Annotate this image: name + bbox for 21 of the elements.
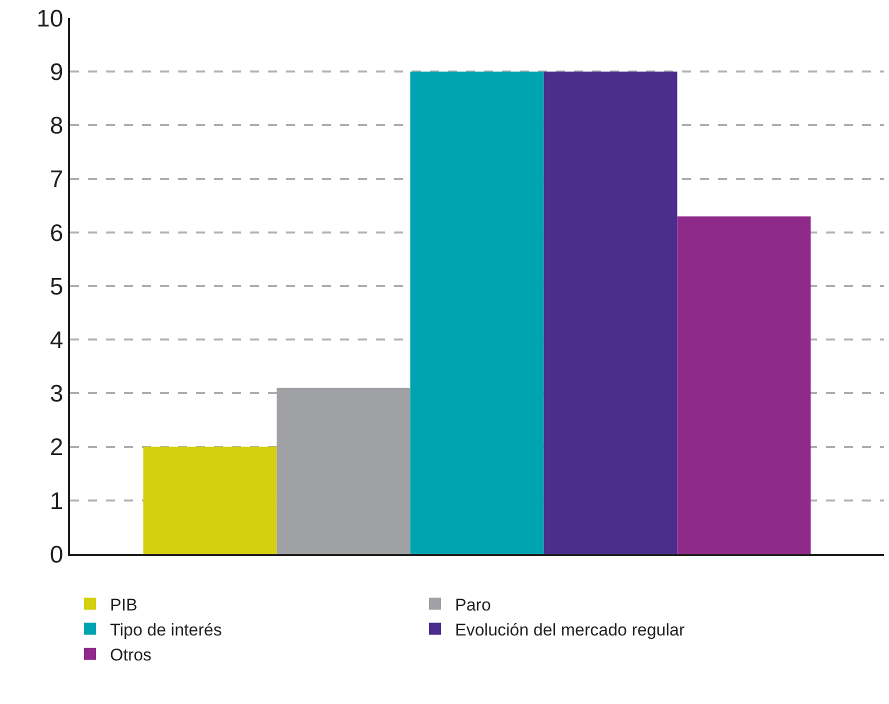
y-tick-label: 6 (50, 220, 64, 247)
y-tick-label: 3 (50, 380, 64, 408)
y-tick-label: 7 (50, 166, 64, 194)
y-tick-label: 1 (50, 488, 64, 515)
y-tick-label: 10 (36, 5, 64, 32)
y-tick-label: 0 (50, 541, 64, 568)
y-tick-label: 9 (50, 59, 64, 86)
y-tick-label: 8 (50, 112, 64, 140)
bar (276, 388, 410, 554)
bar (677, 216, 811, 554)
bar (544, 72, 678, 554)
bar (143, 446, 277, 554)
legend-label: Tipo de interés (110, 620, 222, 640)
legend-label: Otros (110, 646, 152, 665)
legend-label: PIB (110, 595, 138, 614)
bar (410, 72, 544, 554)
legend-label: Paro (455, 595, 491, 614)
y-tick-label: 5 (50, 273, 64, 300)
legend-label: Evolución del mercado regular (455, 620, 685, 640)
y-tick-label: 4 (50, 327, 64, 354)
y-tick-label: 2 (50, 434, 64, 462)
